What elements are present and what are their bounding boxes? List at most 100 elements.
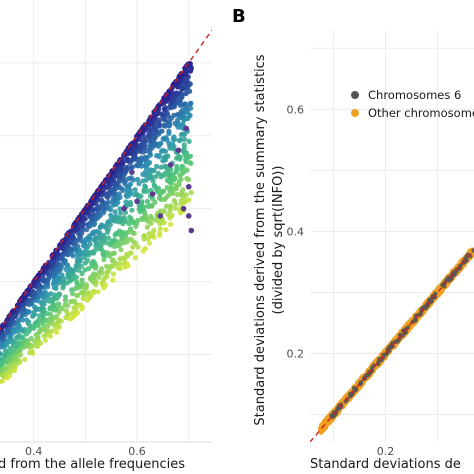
panel-a-point [45, 323, 51, 329]
panel-a-point [0, 373, 6, 379]
panel-a-point [172, 92, 178, 98]
panel-a-point [40, 273, 46, 280]
panel-a-point [1, 322, 7, 328]
panel-a-point [70, 233, 76, 240]
panel-a-point [173, 100, 179, 106]
panel-a-point [60, 285, 66, 291]
panel-a-point [144, 198, 150, 204]
panel-a-point [27, 326, 33, 332]
panel-a-point [79, 230, 85, 236]
panel-a-points [0, 61, 194, 385]
panel-a-point [180, 187, 186, 193]
panel-a-point [71, 275, 77, 281]
panel-b-point-chromosomes-6 [471, 248, 474, 253]
panel-a-point [79, 270, 85, 277]
panel-a-point [165, 211, 171, 217]
panel-a-point [87, 241, 93, 247]
panel-a-point [47, 316, 53, 322]
panel-a-point [179, 125, 185, 131]
panel-a-point [124, 236, 130, 242]
panel-a-point [171, 146, 177, 152]
panel-a-outlier-point [185, 183, 192, 190]
panel-b-x-ticks: 0.2 [377, 445, 395, 458]
panel-a-point [103, 263, 110, 269]
legend-label-other-chromosomes: Other chromosomes [368, 106, 474, 120]
panel-a-point [121, 256, 127, 262]
panel-a-point [54, 329, 60, 335]
panel-a-point [10, 367, 16, 374]
panel-b-letter: B [232, 6, 246, 27]
panel-a-point [182, 198, 188, 204]
panel-a-point [140, 178, 146, 184]
panel-a-point [94, 234, 101, 240]
panel-a-point [58, 244, 64, 251]
panel-a-point [98, 243, 104, 249]
panel-a-point [122, 167, 128, 173]
panel-a-point [178, 166, 184, 172]
panel-b-gridlines [310, 30, 474, 442]
panel-a-point [4, 328, 10, 335]
panel-a-point [159, 112, 166, 118]
panel-a-point [119, 186, 125, 192]
panel-a-point [146, 138, 152, 144]
panel-a-point [117, 241, 123, 247]
panel-a-point [187, 61, 193, 67]
panel-a-point [145, 170, 151, 176]
panel-a-point [47, 333, 54, 339]
panel-a-point [56, 291, 62, 297]
panel-a-point [104, 269, 110, 275]
panel-a-point [75, 292, 81, 298]
panel-a-point [19, 335, 25, 341]
panel-a-point [13, 344, 19, 350]
panel-a-point [183, 70, 189, 76]
panel-a-point [150, 196, 156, 202]
panel-a-point [156, 141, 163, 147]
panel-a-point [121, 216, 128, 222]
panel-a-point [21, 306, 27, 312]
panel-a-point [116, 173, 122, 179]
panel-a-point [93, 279, 99, 285]
panel-a-point [15, 328, 21, 334]
panel-b-legend: Chromosomes 6 Other chromosomes [351, 88, 474, 120]
panel-a-point [0, 356, 3, 362]
panel-a-point [92, 265, 99, 271]
panel-a-point [35, 285, 42, 292]
panel-a-point [42, 337, 49, 343]
panel-a-point [151, 227, 157, 233]
panel-a-point [39, 308, 45, 314]
panel-a-point [177, 114, 183, 120]
panel-a-point [100, 250, 106, 256]
panel-b-point-chromosomes-6 [379, 357, 384, 362]
panel-a-point [76, 267, 82, 273]
panel-a-point [161, 208, 167, 214]
panel-a-point [185, 155, 191, 161]
panel-a-point [118, 160, 124, 166]
panel-a-point [78, 263, 84, 269]
panel-a-point [43, 332, 49, 338]
panel-a-outlier-point [175, 147, 182, 154]
panel-a-point [52, 307, 58, 313]
panel-a-point [166, 123, 172, 129]
panel-a-point [132, 255, 138, 261]
panel-a-point [186, 68, 193, 74]
panel-a-point [181, 131, 188, 137]
panel-b-points [317, 247, 474, 435]
panel-a-point [179, 170, 185, 177]
panel-a-point [177, 102, 183, 108]
panel-a-point [141, 236, 147, 242]
panel-a-point [26, 309, 32, 315]
panel-a-point [69, 251, 75, 257]
panel-a-point [3, 365, 9, 371]
panel-a-point [81, 249, 87, 255]
panel-a-outlier-point [149, 191, 156, 197]
panel-a-point [178, 94, 185, 100]
panel-a-point [52, 292, 58, 298]
panel-b-point-chromosomes-6 [442, 284, 447, 289]
panel-a-outlier-point [129, 169, 135, 175]
panel-a-point [90, 260, 96, 266]
panel-a-point [128, 201, 134, 208]
panel-a-point [0, 378, 5, 384]
panel-a-point [49, 328, 55, 334]
panel-a-point [73, 240, 79, 246]
